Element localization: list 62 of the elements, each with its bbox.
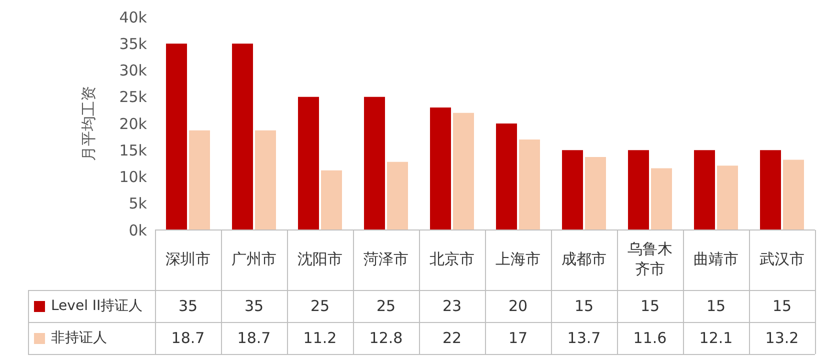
y-axis-title: 月平均工资 — [79, 86, 98, 161]
bar — [585, 157, 606, 230]
x-tick-label: 沈阳市 — [298, 250, 342, 268]
bar — [430, 108, 451, 230]
y-tick-label: 25k — [119, 88, 148, 106]
legend-label: Level II持证人 — [51, 297, 143, 315]
y-tick-label: 0k — [128, 221, 148, 240]
bar — [717, 166, 738, 230]
bar — [364, 96, 385, 230]
bar — [628, 150, 649, 230]
data-label: 13.2 — [764, 328, 800, 349]
data-label: 15 — [639, 296, 661, 317]
x-tick-label: 深圳市 — [166, 250, 210, 268]
data-label: 15 — [573, 296, 595, 317]
data-label: 35 — [243, 296, 265, 317]
data-label: 25 — [309, 296, 331, 317]
y-tick-label: 20k — [119, 114, 148, 133]
x-tick-label: 乌鲁木齐市 — [628, 240, 672, 278]
bar — [387, 162, 408, 230]
y-tick-label: 40k — [119, 8, 148, 26]
y-tick-label: 5k — [128, 194, 148, 213]
data-label: 23 — [441, 296, 463, 317]
data-label: 12.1 — [698, 328, 734, 349]
legend-label: 非持证人 — [51, 329, 107, 347]
bar — [694, 150, 715, 230]
data-label: 18.7 — [170, 328, 206, 349]
bar — [562, 150, 583, 230]
data-label: 17 — [507, 328, 529, 349]
bar — [255, 130, 276, 230]
data-label: 18.7 — [236, 328, 272, 349]
bar — [232, 44, 253, 230]
data-label: 25 — [375, 296, 397, 317]
data-label: 15 — [705, 296, 727, 317]
data-label: 11.2 — [302, 328, 338, 349]
y-tick-label: 15k — [119, 141, 148, 160]
data-label: 20 — [507, 296, 529, 317]
bar — [519, 139, 540, 230]
data-label: 11.6 — [632, 328, 668, 349]
y-tick-label: 35k — [119, 34, 148, 53]
bar — [651, 168, 672, 230]
bar — [783, 160, 804, 230]
bar — [321, 170, 342, 230]
bar — [166, 44, 187, 230]
y-tick-label: 10k — [119, 168, 148, 186]
x-tick-label: 上海市 — [496, 250, 540, 268]
data-label: 13.7 — [566, 328, 602, 349]
x-tick-label: 成都市 — [562, 250, 606, 268]
data-label: 35 — [177, 296, 199, 317]
data-label: 22 — [441, 328, 463, 349]
x-tick-label: 曲靖市 — [694, 250, 738, 268]
x-tick-label: 菏泽市 — [364, 250, 408, 268]
x-tick-label: 广州市 — [232, 250, 276, 268]
bar — [496, 124, 517, 230]
x-tick-label: 北京市 — [430, 250, 474, 268]
bar — [298, 96, 319, 230]
y-tick-label: 30k — [119, 62, 148, 80]
bar — [189, 130, 210, 230]
bar — [760, 150, 781, 230]
bar — [453, 112, 474, 230]
data-label: 12.8 — [368, 328, 404, 349]
x-tick-label: 武汉市 — [760, 250, 804, 268]
data-label: 15 — [771, 296, 793, 317]
